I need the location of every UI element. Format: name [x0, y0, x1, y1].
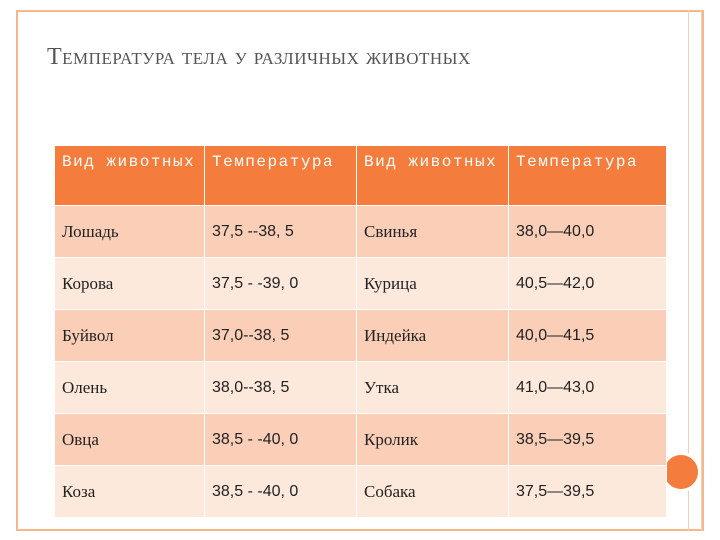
temperature-cell: 37,5 - -39, 0	[204, 257, 357, 310]
animal-cell: Буйвол	[54, 309, 205, 362]
table-header-row: Вид животных Температура Вид животных Те…	[54, 145, 667, 206]
table-row: Буйвол 37,0--38, 5 Индейка 40,0—41,5	[54, 309, 667, 362]
animal-cell: Корова	[54, 257, 205, 310]
slide-title: Температура тела у различных животных	[47, 44, 471, 70]
animal-cell: Коза	[54, 465, 205, 518]
table-row: Корова 37,5 - -39, 0 Курица 40,5—42,0	[54, 257, 667, 310]
table-row: Лошадь 37,5 --38, 5 Свинья 38,0—40,0	[54, 205, 667, 258]
temperature-cell: 38,0--38, 5	[204, 361, 357, 414]
header-temperature: Температура	[204, 145, 357, 206]
temperature-table: Вид животных Температура Вид животных Те…	[54, 145, 667, 518]
temperature-cell: 37,0--38, 5	[204, 309, 357, 362]
table-row: Олень 38,0--38, 5 Утка 41,0—43,0	[54, 361, 667, 414]
animal-cell: Индейка	[356, 309, 509, 362]
animal-cell: Собака	[356, 465, 509, 518]
temperature-cell: 38,5 - -40, 0	[204, 413, 357, 466]
animal-cell: Овца	[54, 413, 205, 466]
temperature-cell: 38,5 - -40, 0	[204, 465, 357, 518]
temperature-cell: 37,5—39,5	[508, 465, 667, 518]
header-animal-species: Вид животных	[54, 145, 205, 206]
header-animal-species: Вид животных	[356, 145, 509, 206]
animal-cell: Лошадь	[54, 205, 205, 258]
animal-cell: Утка	[356, 361, 509, 414]
animal-cell: Свинья	[356, 205, 509, 258]
animal-cell: Курица	[356, 257, 509, 310]
table-row: Коза 38,5 - -40, 0 Собака 37,5—39,5	[54, 465, 667, 518]
temperature-cell: 38,5—39,5	[508, 413, 667, 466]
temperature-cell: 40,0—41,5	[508, 309, 667, 362]
temperature-cell: 41,0—43,0	[508, 361, 667, 414]
decorative-rail	[688, 10, 702, 531]
temperature-cell: 37,5 --38, 5	[204, 205, 357, 258]
temperature-cell: 40,5—42,0	[508, 257, 667, 310]
decorative-circle	[661, 452, 701, 492]
temperature-cell: 38,0—40,0	[508, 205, 667, 258]
table-row: Овца 38,5 - -40, 0 Кролик 38,5—39,5	[54, 413, 667, 466]
animal-cell: Олень	[54, 361, 205, 414]
header-temperature: Температура	[508, 145, 667, 206]
animal-cell: Кролик	[356, 413, 509, 466]
